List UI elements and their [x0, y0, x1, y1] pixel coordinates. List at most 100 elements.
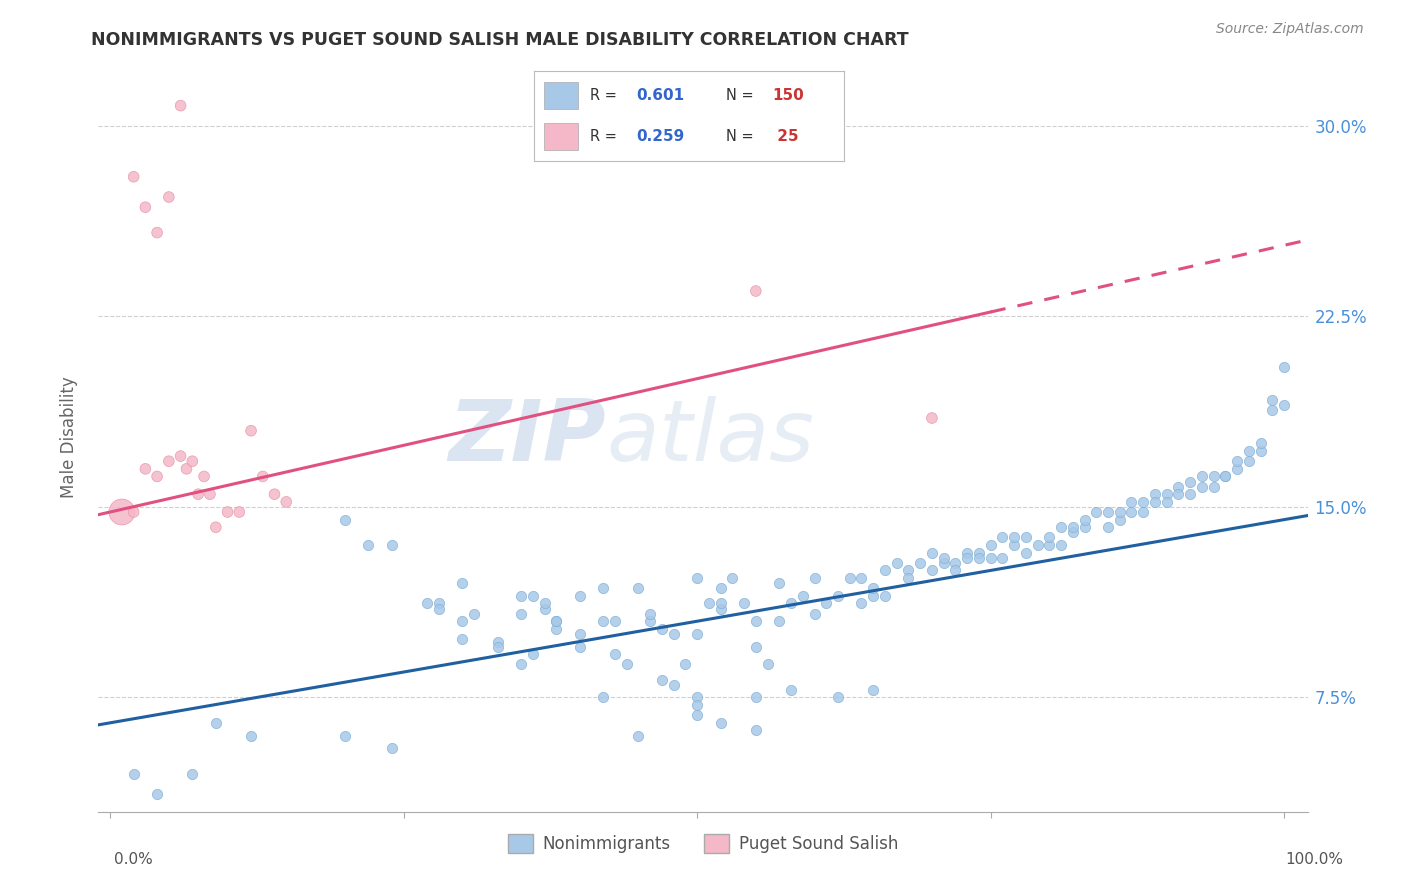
Point — [745, 284, 768, 298]
Point — [827, 690, 849, 705]
Point — [510, 657, 533, 672]
Point — [745, 614, 768, 628]
Point — [710, 715, 733, 730]
Point — [980, 538, 1002, 552]
Point — [921, 411, 943, 425]
Point — [533, 601, 555, 615]
Point — [873, 563, 896, 577]
Point — [134, 462, 156, 476]
Point — [1097, 505, 1119, 519]
Text: 0.259: 0.259 — [637, 129, 685, 144]
Point — [1108, 505, 1130, 519]
Point — [146, 226, 169, 240]
Point — [193, 469, 215, 483]
Point — [768, 614, 790, 628]
Point — [1143, 487, 1166, 501]
Point — [381, 538, 404, 552]
Point — [187, 487, 209, 501]
Text: 0.0%: 0.0% — [114, 852, 153, 867]
Point — [803, 571, 825, 585]
Point — [921, 546, 943, 560]
Point — [592, 614, 614, 628]
Point — [451, 614, 474, 628]
Point — [956, 546, 979, 560]
Point — [1226, 462, 1249, 476]
Point — [111, 505, 134, 519]
Point — [1050, 538, 1073, 552]
Point — [733, 597, 755, 611]
Point — [792, 589, 814, 603]
Point — [873, 589, 896, 603]
Point — [1050, 520, 1073, 534]
Point — [228, 505, 250, 519]
Point — [1272, 360, 1295, 375]
Point — [486, 634, 509, 648]
Point — [627, 581, 650, 595]
Point — [1062, 520, 1084, 534]
Point — [522, 589, 544, 603]
Point — [176, 462, 198, 476]
Point — [146, 787, 169, 801]
Point — [1180, 475, 1202, 489]
Point — [1215, 469, 1237, 483]
Point — [651, 622, 673, 636]
Point — [1038, 530, 1060, 544]
Point — [568, 640, 591, 654]
Point — [803, 607, 825, 621]
Point — [932, 550, 955, 565]
Point — [510, 607, 533, 621]
Point — [240, 729, 263, 743]
Point — [673, 657, 696, 672]
Point — [956, 550, 979, 565]
Point — [780, 682, 803, 697]
Point — [827, 589, 849, 603]
Point — [134, 200, 156, 214]
Point — [427, 597, 450, 611]
Point — [204, 520, 226, 534]
Point — [686, 571, 709, 585]
Point — [1085, 505, 1108, 519]
Point — [252, 469, 274, 483]
Point — [381, 741, 404, 756]
Point — [967, 546, 990, 560]
Point — [932, 556, 955, 570]
Point — [568, 627, 591, 641]
Text: R =: R = — [591, 88, 621, 103]
Point — [1132, 495, 1154, 509]
Point — [1015, 530, 1038, 544]
Point — [1237, 444, 1260, 458]
Point — [510, 589, 533, 603]
Point — [721, 571, 744, 585]
Point — [1180, 487, 1202, 501]
Point — [1226, 454, 1249, 468]
Point — [1191, 480, 1213, 494]
Point — [908, 556, 931, 570]
Legend: Nonimmigrants, Puget Sound Salish: Nonimmigrants, Puget Sound Salish — [501, 827, 905, 860]
Point — [862, 589, 884, 603]
Point — [815, 597, 838, 611]
Point — [240, 424, 263, 438]
Point — [333, 729, 356, 743]
Point — [592, 581, 614, 595]
Point — [276, 495, 298, 509]
Point — [1202, 480, 1225, 494]
Point — [662, 627, 685, 641]
Point — [1272, 398, 1295, 412]
Point — [1202, 469, 1225, 483]
Point — [710, 581, 733, 595]
Point — [204, 715, 226, 730]
Point — [638, 607, 661, 621]
Point — [1062, 525, 1084, 540]
Point — [862, 581, 884, 595]
Point — [1026, 538, 1049, 552]
Point — [157, 190, 180, 204]
Text: N =: N = — [725, 88, 758, 103]
Point — [463, 607, 485, 621]
Text: 0.601: 0.601 — [637, 88, 685, 103]
Point — [1132, 505, 1154, 519]
Point — [451, 576, 474, 591]
Point — [921, 563, 943, 577]
Point — [603, 614, 626, 628]
Point — [710, 601, 733, 615]
Text: NONIMMIGRANTS VS PUGET SOUND SALISH MALE DISABILITY CORRELATION CHART: NONIMMIGRANTS VS PUGET SOUND SALISH MALE… — [91, 31, 910, 49]
